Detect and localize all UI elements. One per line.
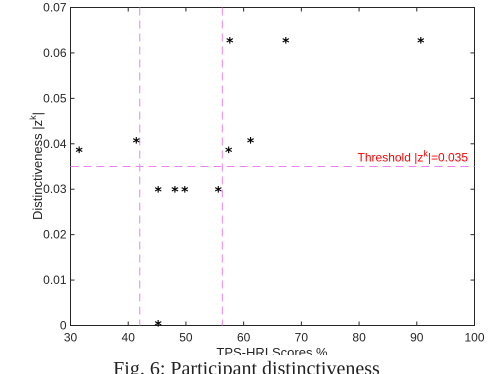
data-point: *	[133, 135, 141, 151]
scatter-chart: **** * * ***** * 30 40 50 60 70 80 90 100 00.010.02…	[28, 1, 485, 356]
data-point: *	[181, 184, 189, 200]
y-tick-label: 0.02	[43, 228, 67, 242]
y-axis-label-superscript: k	[28, 115, 38, 120]
x-axis-label: TPS-HRI Scores %	[216, 345, 328, 355]
y-tick-label: 0.01	[43, 273, 67, 287]
y-axis-ticks: 0 0.01 0.02 0.03 0.04 0.05 0.06 0.07	[43, 1, 475, 333]
data-point: *	[171, 184, 179, 200]
x-tick-label: 60	[237, 331, 251, 345]
y-tick-label: 0	[60, 319, 67, 333]
data-point: *	[247, 135, 255, 151]
y-axis-label-end: |	[30, 112, 45, 115]
y-axis-label-main: Distinctiveness |z	[30, 120, 45, 220]
x-tick-label: 70	[295, 331, 309, 345]
data-point: *	[215, 184, 223, 200]
y-tick-label: 0.05	[43, 91, 67, 105]
data-markers: **** * * ***** *	[75, 35, 425, 334]
data-point: *	[225, 145, 233, 161]
threshold-label: Threshold |zk|=0.035	[358, 149, 469, 165]
data-point: *	[226, 35, 234, 51]
threshold-label-value: |=0.035	[428, 151, 468, 165]
x-tick-label: 50	[179, 331, 193, 345]
x-tick-label: 90	[410, 331, 424, 345]
x-tick-label: 40	[122, 331, 136, 345]
data-point: *	[75, 145, 83, 161]
threshold-label-main: Threshold |z	[358, 151, 424, 165]
x-tick-label: 80	[352, 331, 366, 345]
y-tick-label: 0.03	[43, 182, 67, 196]
reference-lines	[70, 7, 475, 326]
y-tick-label: 0.07	[43, 1, 67, 15]
data-point: *	[282, 35, 290, 51]
figure-caption: Fig. 6: Participant distinctiveness	[113, 358, 380, 374]
y-axis-label: Distinctiveness |zk|	[28, 112, 45, 220]
y-tick-label: 0.04	[43, 137, 67, 151]
y-tick-label: 0.06	[43, 46, 67, 60]
data-point: *	[417, 35, 425, 51]
data-point: *	[155, 184, 163, 200]
x-tick-label: 100	[464, 331, 484, 345]
x-tick-label: 30	[64, 331, 78, 345]
x-axis-ticks: 30 40 50 60 70 80 90 100	[64, 7, 485, 345]
threshold-label-superscript: k	[423, 149, 428, 159]
data-point: *	[155, 319, 163, 335]
